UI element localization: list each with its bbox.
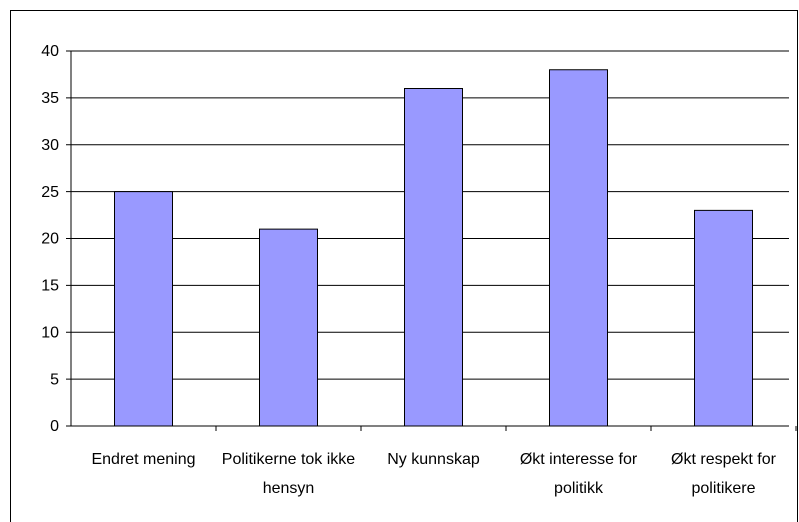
y-tick-label: 20 (41, 231, 59, 248)
y-tick-label: 0 (50, 418, 59, 435)
y-tick-label: 35 (41, 90, 59, 107)
y-tick-label: 5 (50, 371, 59, 388)
x-tick-label: Økt respekt for politikere (671, 451, 776, 497)
y-tick-label: 40 (41, 43, 59, 60)
bar (259, 228, 318, 427)
y-tick-label: 30 (41, 137, 59, 154)
bar (404, 88, 463, 427)
y-tick-label: 15 (41, 278, 59, 295)
x-tick-label: Økt interesse for politikk (519, 451, 638, 497)
y-tick-label: 10 (41, 324, 59, 341)
bar (694, 209, 753, 427)
x-tick-label: Politikerne tok ikke hensyn (221, 451, 356, 497)
y-tick-label: 25 (41, 184, 59, 201)
bar (114, 191, 173, 427)
x-tick-label: Endret mening (91, 451, 196, 468)
bar (549, 69, 608, 427)
x-tick-label: Ny kunnskap (387, 451, 480, 468)
